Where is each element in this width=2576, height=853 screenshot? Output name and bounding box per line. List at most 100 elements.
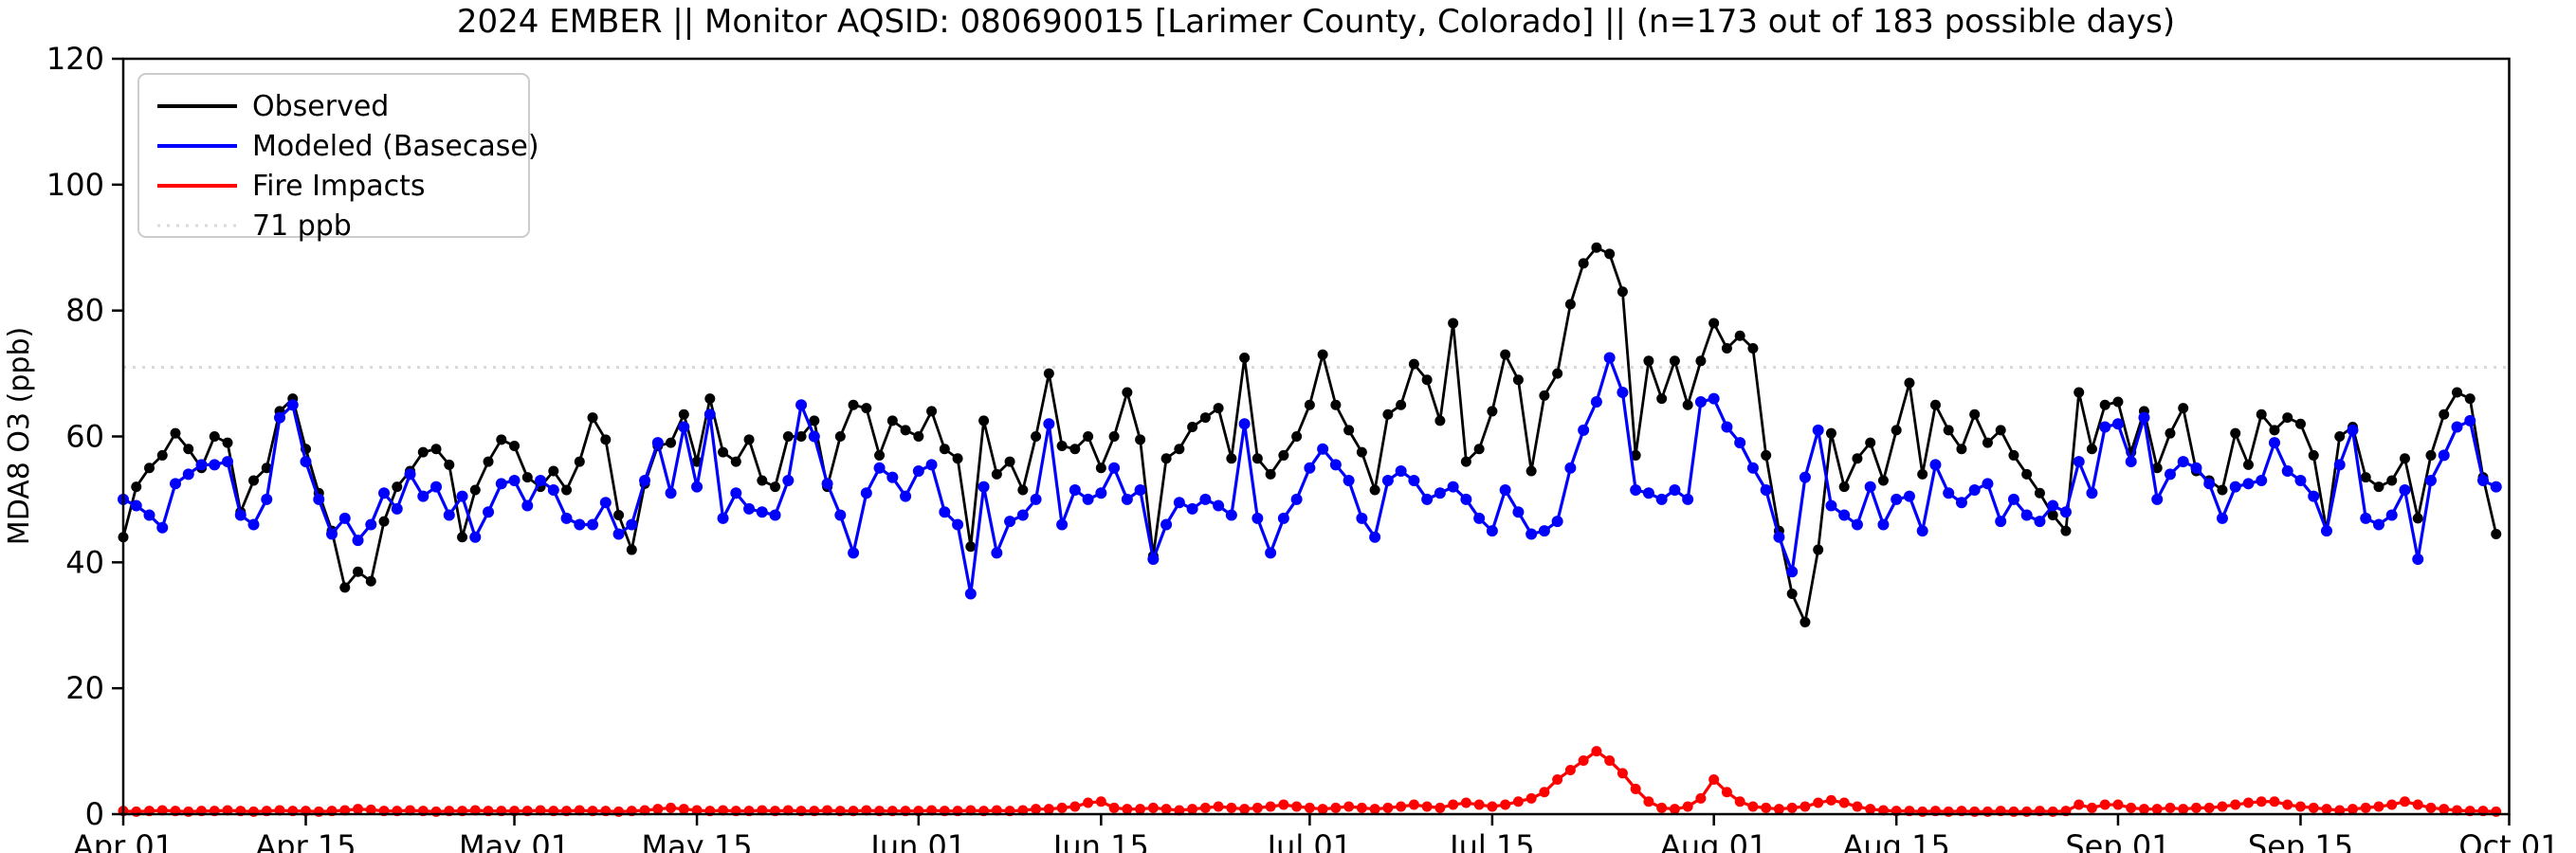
data-point — [417, 490, 429, 502]
data-point — [1460, 797, 1471, 808]
data-point — [2177, 456, 2189, 468]
data-point — [2386, 475, 2398, 486]
data-point — [430, 444, 442, 455]
x-tick-label: Jul 15 — [1448, 828, 1535, 853]
data-point — [2373, 801, 2384, 812]
data-point — [2099, 799, 2110, 810]
data-point — [1669, 483, 1681, 496]
data-point — [2034, 487, 2045, 499]
data-point — [1069, 801, 1081, 812]
data-point — [873, 462, 886, 474]
data-point — [1800, 801, 1811, 812]
data-point — [1174, 444, 1185, 455]
data-point — [1721, 421, 1733, 433]
series-line — [122, 355, 2497, 596]
data-point — [2151, 493, 2164, 505]
data-point — [509, 440, 521, 451]
data-point — [1290, 493, 1303, 505]
data-point — [2308, 449, 2319, 461]
data-point — [248, 475, 260, 486]
series-line — [122, 749, 2496, 813]
data-point — [143, 509, 155, 521]
data-point — [561, 484, 573, 496]
data-point — [170, 478, 182, 490]
x-tick-label: Apr 01 — [73, 828, 174, 853]
data-point — [1865, 804, 1876, 815]
data-point — [991, 468, 1002, 480]
y-tick-label: 40 — [65, 544, 104, 580]
legend-label: Observed — [252, 90, 389, 123]
data-point — [1487, 801, 1498, 812]
data-point — [1226, 453, 1237, 464]
data-point — [300, 456, 312, 468]
data-point — [2125, 456, 2137, 468]
data-point — [2203, 478, 2216, 490]
data-point — [2347, 804, 2358, 815]
data-point — [1800, 616, 1811, 627]
data-point — [274, 411, 286, 424]
data-point — [1929, 399, 1941, 410]
data-point — [2372, 518, 2384, 531]
data-point — [2294, 474, 2307, 486]
data-point — [1031, 431, 1042, 442]
data-point — [1187, 804, 1198, 815]
data-point — [1747, 343, 1759, 354]
data-point — [2178, 804, 2189, 815]
data-point — [886, 471, 899, 483]
data-point — [2464, 414, 2476, 426]
data-point — [925, 459, 938, 471]
data-point — [1929, 459, 1942, 471]
data-point — [1852, 453, 1863, 464]
data-point — [1473, 512, 1486, 524]
data-point — [2138, 411, 2150, 424]
data-point — [1396, 399, 1407, 410]
data-point — [1682, 493, 1694, 505]
chart-title: 2024 EMBER || Monitor AQSID: 080690015 [… — [457, 3, 2175, 41]
data-point — [666, 437, 677, 448]
data-point — [1917, 468, 1928, 480]
data-point — [1526, 792, 1537, 804]
data-point — [886, 415, 898, 426]
data-point — [1043, 418, 1055, 430]
x-tick-label: Oct 01 — [2458, 828, 2559, 853]
data-point — [1395, 465, 1407, 478]
data-point — [508, 474, 521, 486]
data-point — [1330, 399, 1342, 410]
data-point — [2151, 463, 2163, 474]
data-point — [666, 802, 677, 813]
data-point — [1591, 242, 1602, 253]
data-point — [1369, 531, 1381, 543]
data-point — [1460, 493, 1472, 505]
data-point — [2282, 412, 2293, 424]
data-point — [952, 453, 963, 464]
modeled-basecase--series — [118, 352, 2502, 600]
data-point — [703, 408, 716, 421]
data-point — [378, 516, 390, 527]
data-point — [756, 506, 768, 518]
data-point — [1199, 802, 1211, 813]
data-point — [2425, 449, 2437, 461]
data-point — [131, 481, 142, 493]
data-point — [2059, 506, 2072, 518]
data-point — [2151, 804, 2163, 815]
data-point — [2047, 499, 2059, 512]
data-point — [1512, 506, 1525, 518]
data-point — [1500, 799, 1511, 810]
data-point — [978, 415, 990, 426]
data-point — [1004, 456, 1015, 467]
data-point — [1304, 462, 1316, 474]
data-point — [1995, 425, 2006, 436]
data-point — [2424, 474, 2437, 486]
data-point — [639, 474, 651, 486]
data-point — [1825, 427, 1836, 439]
data-point — [1356, 446, 1367, 458]
data-point — [795, 431, 807, 442]
data-point — [521, 499, 534, 512]
data-point — [1694, 395, 1707, 408]
data-point — [1773, 531, 1785, 543]
data-point — [1630, 783, 1641, 794]
data-point — [521, 472, 533, 483]
data-point — [1604, 248, 1616, 260]
data-point — [1552, 368, 1563, 379]
data-point — [391, 502, 403, 515]
